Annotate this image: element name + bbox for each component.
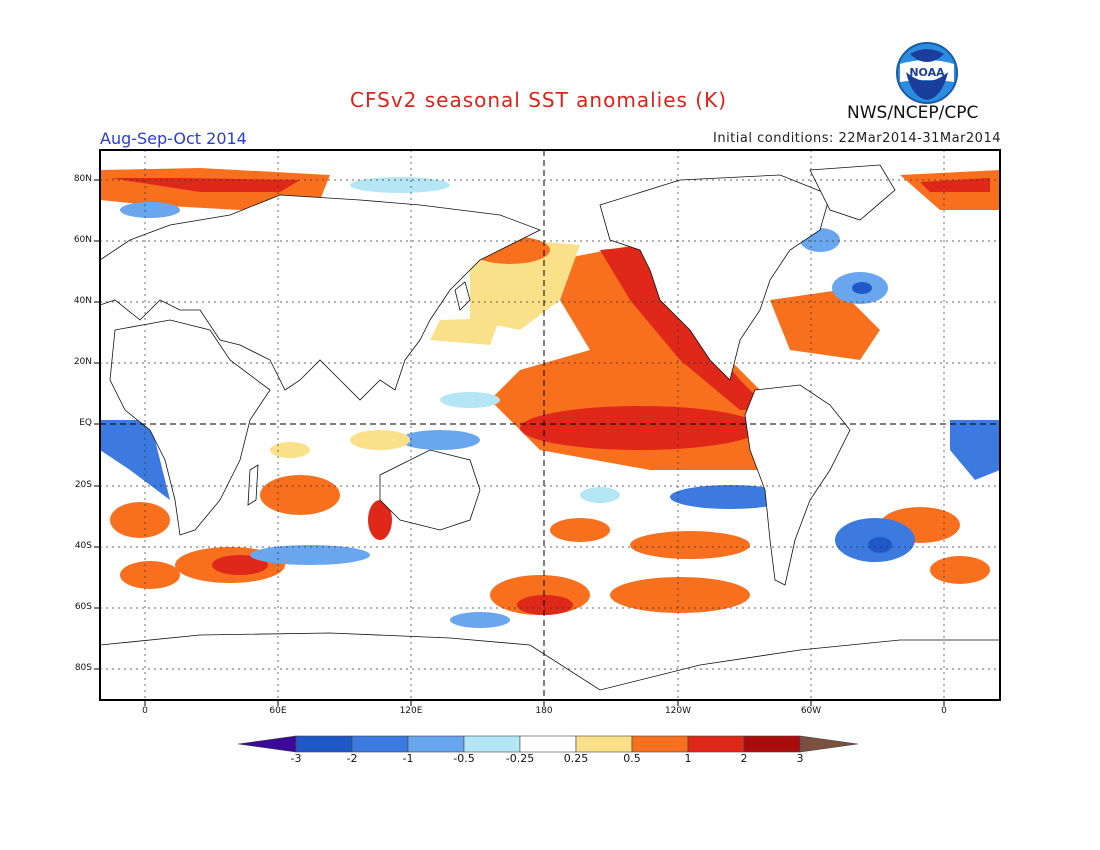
lon-label: 60W [800,706,822,716]
graticule [100,150,1000,700]
color-scale-label: 2 [740,752,748,765]
colorbar-segment [295,735,353,753]
color-scale-bar [238,735,859,753]
lon-label: 60E [269,706,287,716]
colorbar-segment [687,735,745,753]
lat-label: 80N [73,174,92,184]
logo-text: NOAA [909,66,945,79]
color-scale-label: 3 [796,752,804,765]
colorbar-max-arrow [799,735,859,753]
colorbar-segment [351,735,409,753]
lon-label: 0 [142,706,148,716]
color-scale-label: -0.25 [505,752,535,765]
lon-label: 0 [941,706,947,716]
lat-label: 80S [74,663,92,673]
color-scale-label: -2 [346,752,358,765]
map-border [99,149,1001,701]
color-scale-label: 0.25 [563,752,589,765]
lat-label: EQ [79,418,92,428]
color-scale-label: -0.5 [453,752,475,765]
anomaly-field [100,150,1000,700]
noaa-logo-icon: NOAA [896,42,958,104]
lat-label: 40S [74,541,92,551]
color-scale-label: 1 [684,752,692,765]
land-outlines [100,164,1000,700]
colorbar-segment [463,735,521,753]
map-title: CFSv2 seasonal SST anomalies (K) [350,88,727,112]
lon-label: 120E [399,706,423,716]
lat-label: 60S [74,602,92,612]
colorbar-segment [519,735,577,753]
colorbar-min-arrow [238,735,297,753]
color-scale-label: -1 [402,752,414,765]
lat-label: 20S [74,480,92,490]
forecast-period: Aug-Sep-Oct 2014 [100,129,247,148]
axis-ticks [94,179,945,706]
lat-label: 20N [73,357,92,367]
colorbar-segment [575,735,633,753]
lat-label: 40N [73,296,92,306]
initial-conditions: Initial conditions: 22Mar2014-31Mar2014 [713,131,1001,146]
lon-label: 180 [535,706,553,716]
color-scale-label: -3 [290,752,302,765]
lat-label: 60N [73,235,92,245]
agency-name: NWS/NCEP/CPC [847,103,979,123]
equator-dateline [100,150,1000,700]
colorbar-segment [407,735,465,753]
colorbar-segment [631,735,689,753]
colorbar-segment [743,735,801,753]
color-scale-label: 0.5 [623,752,641,765]
lon-label: 120W [664,706,692,716]
